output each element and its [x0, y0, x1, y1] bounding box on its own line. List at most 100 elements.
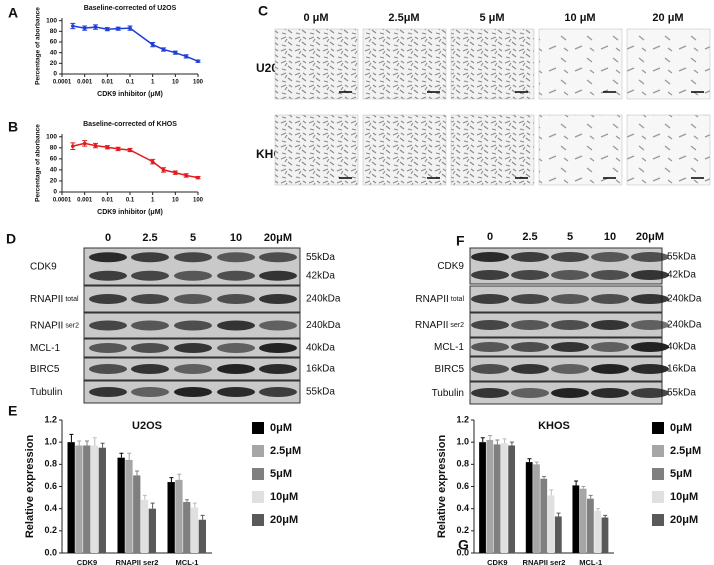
blot-band — [89, 270, 127, 281]
blot-band — [591, 364, 629, 374]
kda-label: 240kDa — [306, 320, 341, 331]
y-axis-label: Relative expression — [436, 435, 448, 539]
blot-band — [631, 342, 669, 352]
data-line — [72, 25, 199, 62]
y-tick-label: 0.8 — [44, 459, 57, 469]
bar — [547, 495, 555, 553]
x-tick-label: 10 — [172, 198, 179, 204]
blot-band — [131, 320, 169, 331]
bar — [183, 502, 191, 553]
y-tick-label: 1.0 — [44, 437, 57, 447]
blot-band — [631, 252, 669, 262]
kda-label: 40kDa — [667, 342, 696, 353]
blot-band — [511, 388, 549, 398]
error-bar — [69, 433, 74, 443]
lane-label: 2.5 — [522, 231, 537, 243]
legend-label: 2.5μM — [270, 445, 301, 457]
data-point — [128, 26, 132, 30]
x-tick-label: 0.001 — [77, 80, 93, 86]
data-point — [116, 147, 120, 151]
blot-band — [471, 342, 509, 352]
kda-label: 16kDa — [667, 364, 696, 375]
micrograph — [362, 114, 447, 186]
y-tick-label: 0.2 — [456, 525, 469, 535]
blot-band — [131, 270, 169, 281]
legend-label: 10μM — [270, 491, 298, 503]
blot-band — [259, 343, 297, 353]
data-point — [150, 42, 155, 47]
kda-label: 55kDa — [306, 387, 335, 398]
bar — [500, 443, 508, 553]
y-tick-label: 0.4 — [456, 503, 469, 513]
legend-swatch — [652, 514, 664, 526]
legend-swatch — [652, 468, 664, 480]
error-bar — [588, 494, 593, 499]
micrograph — [274, 28, 359, 100]
legend-swatch — [252, 468, 264, 480]
kda-label: 55kDa — [667, 388, 696, 399]
blot-band — [89, 320, 127, 331]
row-label: CDK9 — [30, 261, 57, 272]
bar — [125, 459, 133, 553]
data-point — [116, 26, 120, 31]
data-point — [93, 143, 98, 148]
error-bar — [127, 452, 132, 460]
legend-swatch — [652, 491, 664, 503]
row-label: RNAPII ser2 — [30, 320, 79, 331]
lane-label: 10 — [230, 232, 242, 244]
legend-label: 20μM — [670, 514, 698, 526]
blot-band — [471, 294, 509, 304]
data-point — [161, 168, 166, 172]
row-label-main: RNAPII — [415, 294, 448, 305]
lane-label: 20μM — [264, 232, 292, 244]
error-bar — [534, 461, 539, 465]
y-tick-label: 20 — [50, 178, 58, 185]
kda-label: 16kDa — [306, 364, 335, 375]
blot-band — [631, 270, 669, 280]
error-bar — [192, 502, 197, 508]
blot-band — [471, 252, 509, 262]
bar — [167, 482, 175, 553]
row-label: BIRC5 — [30, 364, 60, 375]
bar — [540, 478, 548, 553]
panel-letter: A — [8, 5, 18, 21]
row-label: Tubulin — [30, 387, 62, 398]
error-bar — [142, 494, 147, 500]
row-label-main: CDK9 — [437, 261, 464, 272]
lane-label: 5 — [190, 232, 196, 244]
x-tick-label: 0.01 — [101, 198, 113, 204]
row-label-main: RNAPII — [30, 294, 63, 305]
blot-band — [174, 252, 212, 263]
row-label-main: BIRC5 — [30, 364, 60, 375]
bar — [148, 508, 156, 553]
micrograph — [450, 28, 535, 100]
bar — [587, 498, 594, 553]
bar — [140, 499, 149, 553]
legend-swatch — [252, 422, 264, 434]
bar — [579, 488, 587, 553]
y-tick-label: 20 — [50, 60, 58, 67]
bar — [75, 445, 83, 553]
blot-band — [89, 343, 127, 353]
y-tick-label: 60 — [50, 39, 58, 46]
chart-title: U2OS — [132, 420, 162, 432]
blot-band — [131, 343, 169, 353]
blot-band — [89, 252, 127, 263]
micrograph — [362, 28, 447, 100]
micrograph — [538, 28, 623, 100]
row-label: RNAPII ser2 — [415, 320, 464, 331]
blot-band — [174, 320, 212, 331]
row-label-main: BIRC5 — [435, 364, 465, 375]
data-point — [173, 50, 178, 55]
bar — [198, 519, 206, 553]
error-bar — [581, 486, 586, 489]
error-bar — [85, 440, 89, 446]
blot-band — [89, 387, 127, 397]
legend-swatch — [252, 514, 264, 526]
chart-title: KHOS — [538, 420, 570, 432]
data-point — [184, 173, 188, 178]
blot-band — [259, 320, 297, 331]
bar — [479, 442, 486, 553]
blot-band — [131, 387, 169, 397]
